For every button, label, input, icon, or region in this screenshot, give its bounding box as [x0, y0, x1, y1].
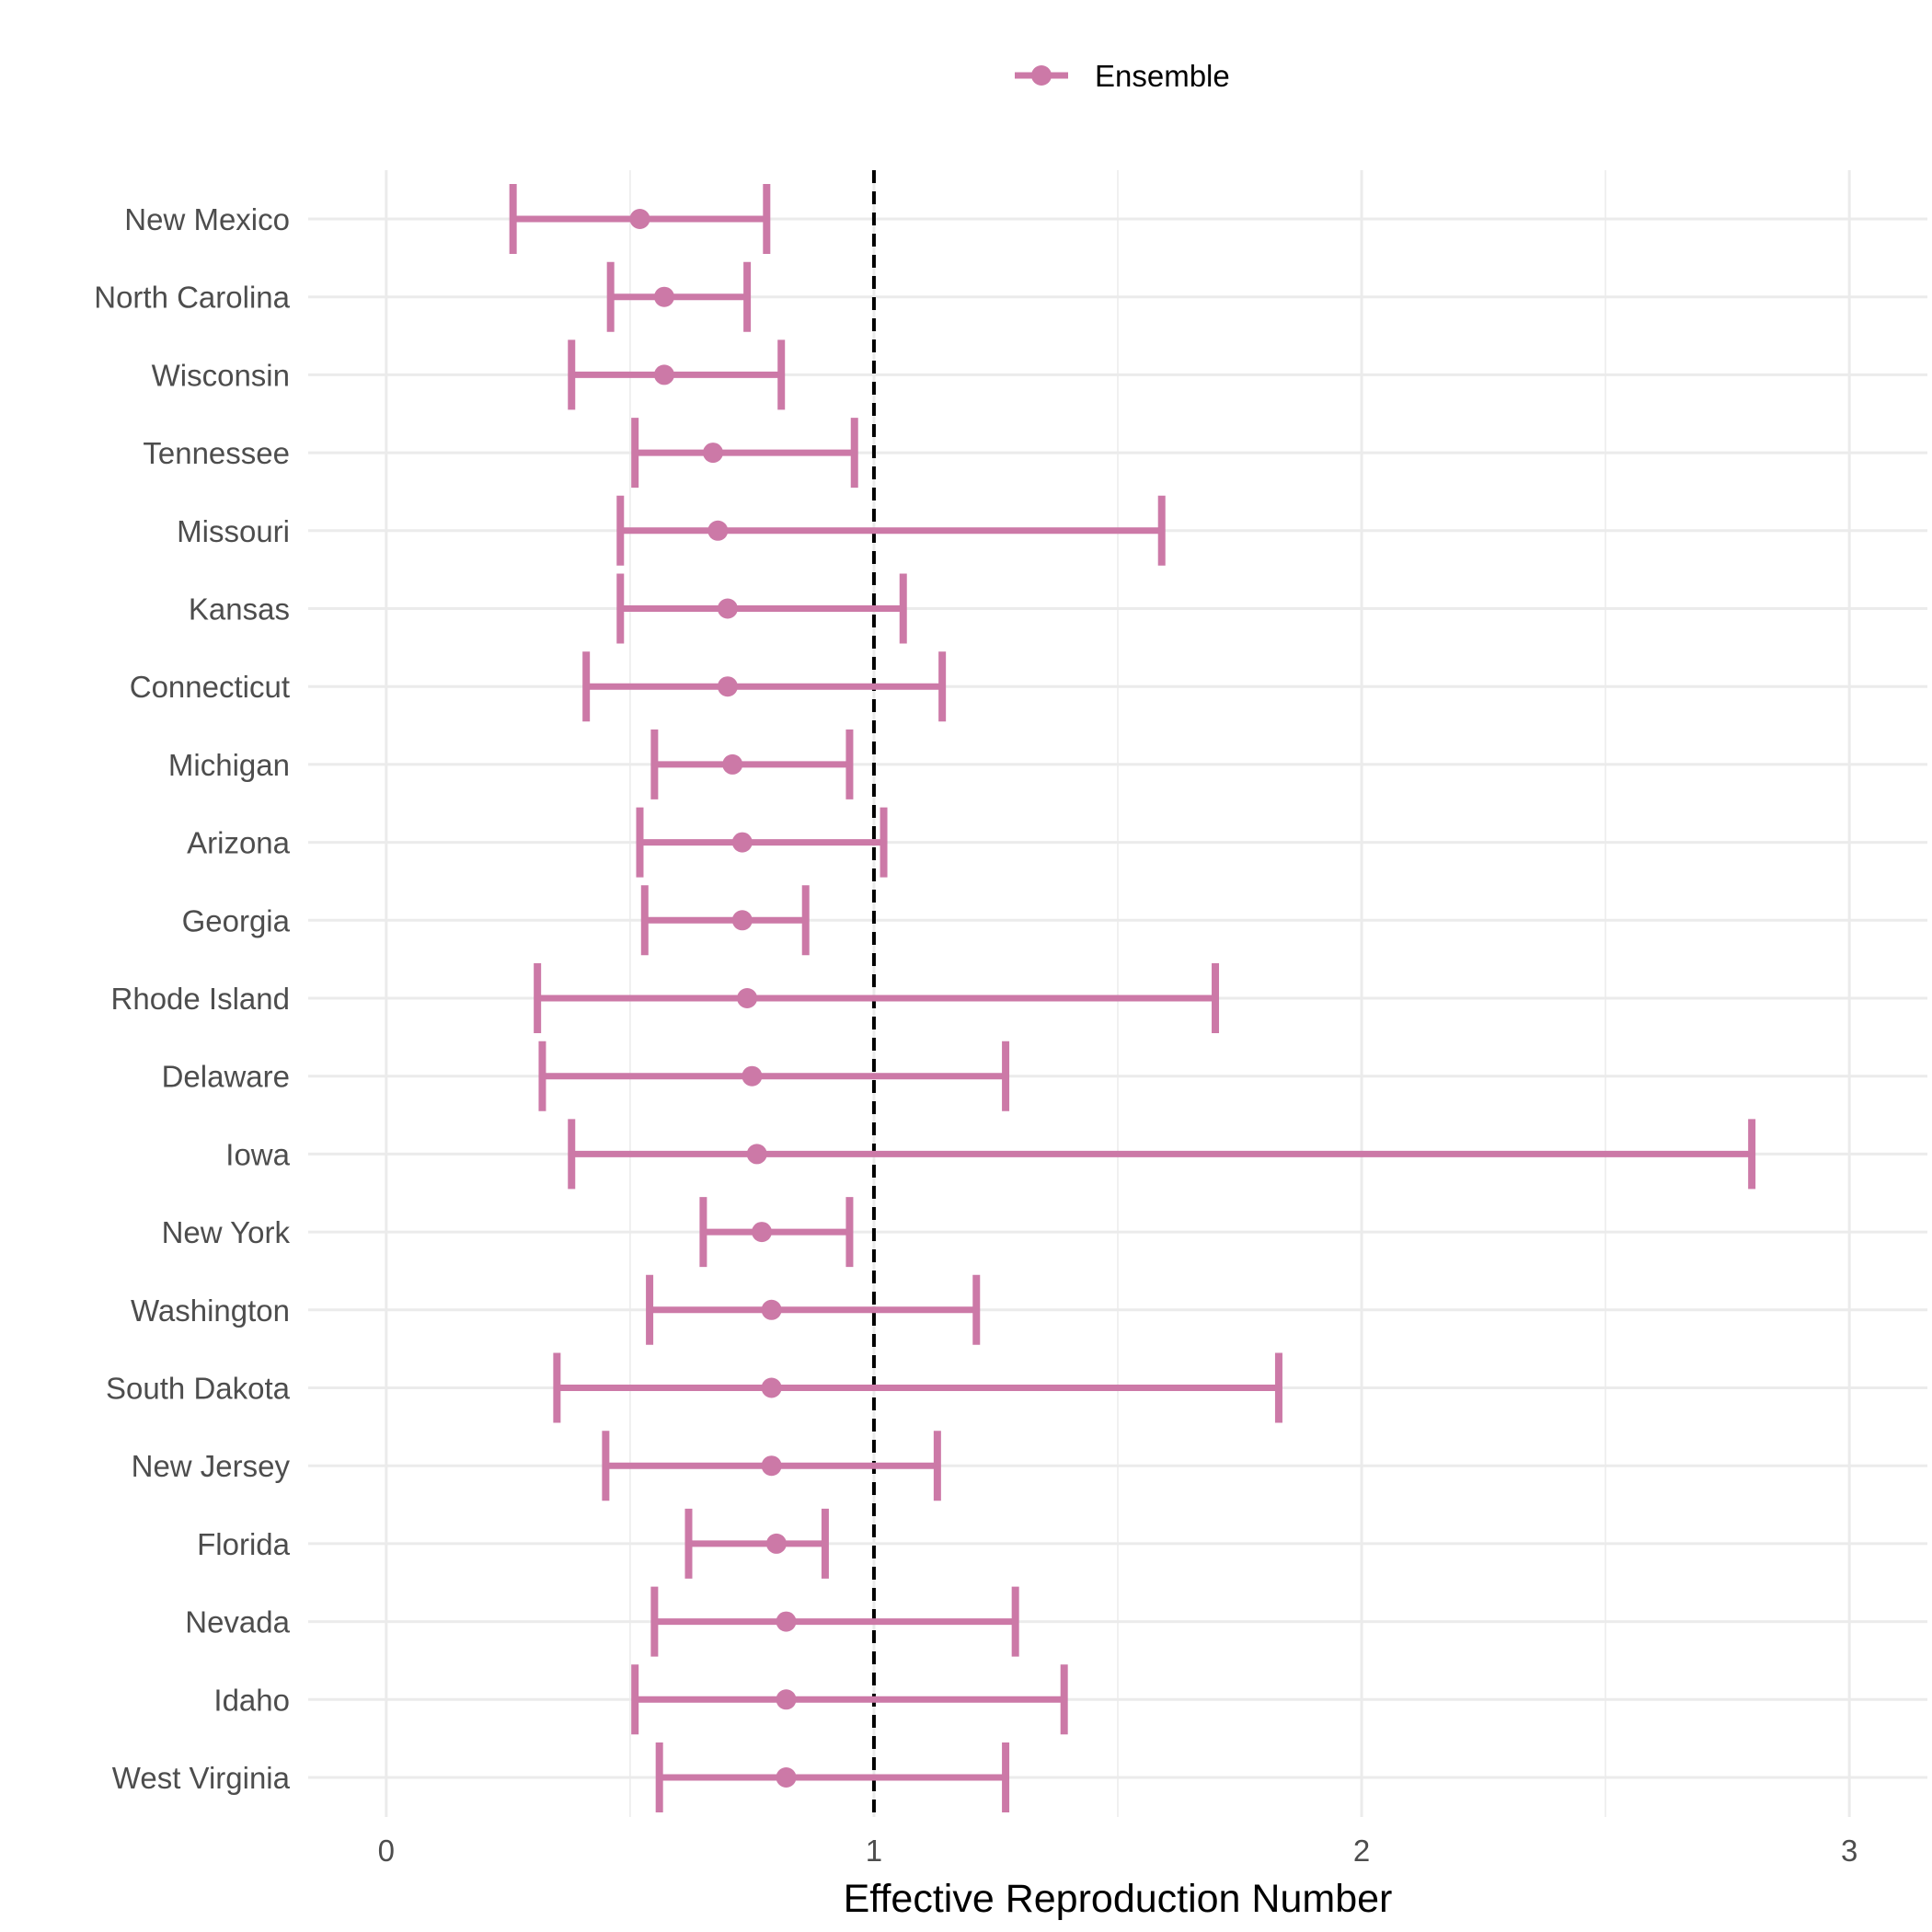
x-tick-label: 0 — [378, 1834, 395, 1868]
x-axis-title: Effective Reproduction Number — [844, 1877, 1393, 1921]
y-tick-label: West Virginia — [112, 1761, 291, 1795]
y-tick-label: Washington — [131, 1294, 290, 1328]
errorbar-group — [582, 651, 947, 722]
errorbar-group — [606, 261, 752, 332]
estimate-point — [761, 1455, 782, 1477]
errorbar-group — [636, 807, 888, 878]
estimate-point — [761, 1299, 782, 1320]
x-tick-label: 2 — [1353, 1834, 1370, 1868]
estimate-point — [731, 832, 753, 853]
estimate-point — [761, 1377, 782, 1398]
y-tick-label: Michigan — [168, 748, 290, 782]
errorbar-group — [538, 1041, 1010, 1111]
errorbar-group — [631, 1664, 1068, 1735]
data-layer — [509, 184, 1756, 1812]
errorbar-group — [616, 495, 1166, 566]
y-tick-label: Kansas — [189, 592, 290, 627]
y-tick-label: Idaho — [213, 1683, 290, 1717]
estimate-point — [752, 1222, 773, 1243]
errorbar-group — [655, 1742, 1010, 1812]
x-tick-label: 3 — [1841, 1834, 1857, 1868]
errorbar-group — [699, 1197, 854, 1268]
axis-layer: 0 1 2 3 New Mexico North Carolina Wisconsin Ten… — [94, 202, 1857, 1868]
estimate-point — [722, 753, 743, 775]
y-tick-label: Wisconsin — [152, 358, 290, 392]
errorbar-group — [640, 885, 810, 956]
y-tick-label: New Jersey — [132, 1449, 291, 1483]
estimate-point — [653, 364, 674, 385]
errorbar-group — [650, 729, 854, 799]
errorbar-group — [568, 339, 786, 410]
y-tick-label: New York — [162, 1215, 291, 1249]
estimate-point — [653, 286, 674, 307]
errorbar-group — [553, 1352, 1282, 1423]
y-tick-label: Nevada — [185, 1605, 290, 1639]
estimate-point — [737, 988, 758, 1008]
errorbar-group — [631, 418, 858, 489]
y-tick-label: North Carolina — [94, 281, 290, 315]
y-tick-label: Connecticut — [130, 670, 290, 704]
errorbar-group — [616, 573, 907, 644]
estimate-point — [629, 209, 650, 229]
errorbar-group — [509, 184, 771, 254]
estimate-point — [746, 1144, 767, 1165]
errorbar-group — [534, 963, 1220, 1033]
y-tick-label: Arizona — [187, 826, 291, 860]
y-tick-label: New Mexico — [124, 202, 290, 236]
estimate-point — [731, 910, 753, 931]
estimate-point — [742, 1065, 763, 1087]
estimate-point — [776, 1767, 797, 1788]
y-tick-label: Georgia — [182, 903, 291, 937]
legend: Ensemble — [1015, 59, 1230, 93]
y-tick-label: Florida — [197, 1527, 291, 1561]
estimate-point — [776, 1689, 797, 1710]
estimate-point — [703, 443, 723, 464]
estimate-point — [717, 676, 738, 697]
errorbar-group — [684, 1508, 829, 1579]
x-tick-label: 1 — [866, 1834, 882, 1868]
y-tick-label: Tennessee — [143, 436, 290, 470]
estimate-point — [765, 1533, 787, 1554]
estimate-point — [776, 1611, 797, 1632]
errorbar-group — [602, 1431, 941, 1501]
errorbar-group — [646, 1274, 981, 1345]
y-tick-label: Missouri — [177, 514, 290, 548]
estimate-point — [707, 520, 729, 541]
y-tick-label: South Dakota — [106, 1372, 291, 1406]
y-tick-label: Rhode Island — [111, 982, 290, 1016]
errorbar-group — [568, 1119, 1756, 1190]
y-tick-label: Iowa — [225, 1137, 290, 1171]
estimate-point — [717, 598, 738, 619]
legend-label: Ensemble — [1095, 59, 1230, 93]
errorbar-group — [650, 1586, 1019, 1657]
y-tick-label: Delaware — [162, 1060, 290, 1094]
legend-key-point — [1031, 65, 1052, 86]
